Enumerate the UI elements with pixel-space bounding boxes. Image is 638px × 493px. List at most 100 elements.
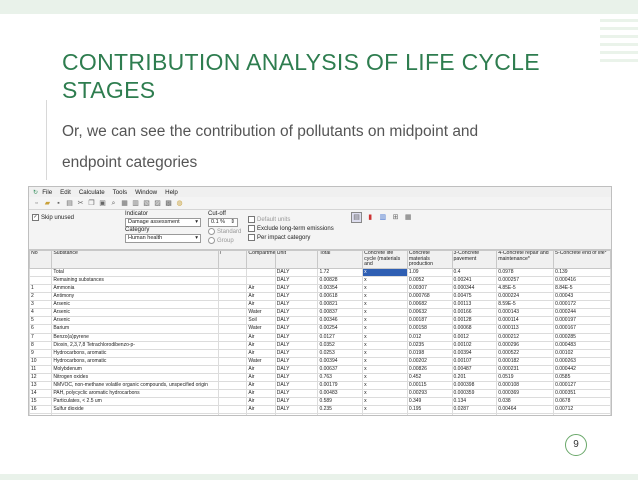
table-cell: 0.00618 <box>317 292 364 302</box>
col-header-materials-production[interactable]: Concrete materials production <box>406 250 453 269</box>
menu-help[interactable]: Help <box>165 188 178 196</box>
table-cell: 0.00951 <box>451 413 498 415</box>
settings-icon[interactable]: ◍ <box>176 199 183 207</box>
table-row[interactable]: 13 NMVOC, non-methane volatile organic co… <box>29 381 611 391</box>
compare-icon[interactable]: ▥ <box>132 199 139 207</box>
col-header-compartment[interactable]: Compartment <box>246 250 276 269</box>
table-cell: x <box>362 275 408 285</box>
table-cell: x <box>362 356 408 366</box>
table-cell <box>217 283 248 294</box>
table-row[interactable]: 7 Benzo(a)pyrene Air DALY 0.0127 x 0.012 0.0012… <box>29 332 611 342</box>
menu-window[interactable]: Window <box>135 188 158 196</box>
bar-chart-icon[interactable]: ▮ <box>368 214 373 221</box>
table-row[interactable]: Total DALY 1.72 x 1.09 0.4 0.0978 0.139 <box>29 267 611 277</box>
table-row[interactable]: 10 Hydrocarbons, aromatic Water DALY 0.00394… <box>29 356 611 366</box>
table-cell: x <box>362 332 408 342</box>
checkbox-icon <box>248 234 255 241</box>
table-row[interactable]: 16 Sulfur dioxide Air DALY 0.235 x 0.195 0.0287… <box>29 405 611 415</box>
slide-subtitle-line2: endpoint categories <box>62 154 198 171</box>
default-units-checkbox[interactable]: Default units <box>248 216 290 223</box>
col-header-unit[interactable]: Unit <box>274 250 319 269</box>
tree-icon[interactable]: ▩ <box>165 199 172 207</box>
cutoff-input[interactable]: 0.1 % ⇕ <box>208 218 238 227</box>
table-row[interactable]: 9 Hydrocarbons, aromatic Air DALY 0.0253 x 0.0… <box>29 348 611 358</box>
table-cell: Total <box>51 267 219 277</box>
table-cell: Antimony <box>51 292 219 302</box>
col-header-concrete-life-cycle[interactable]: Concrete life cycle (materials and <box>362 250 408 269</box>
table-cell: Air <box>246 332 276 342</box>
table-row[interactable]: 8 Dioxin, 2,3,7,8 Tetrachlorodibenzo-p- Ai… <box>29 340 611 350</box>
table-cell: 0.00179 <box>317 381 364 391</box>
table-cell: Dioxin, 2,3,7,8 Tetrachlorodibenzo-p- <box>51 340 219 350</box>
chart-icon[interactable]: ▧ <box>143 199 150 207</box>
menu-edit[interactable]: Edit <box>60 188 71 196</box>
per-impact-category-checkbox[interactable]: Per impact category <box>248 234 310 241</box>
table-row[interactable]: 5 Arsenic Soil DALY 0.00346 x 0.00187 0.00128 0.… <box>29 316 611 326</box>
print-icon[interactable]: ▤ <box>66 199 73 207</box>
table-cell <box>29 275 53 285</box>
table-cell: 11 <box>29 364 53 375</box>
table-cell: Benzo(a)pyrene <box>51 332 219 342</box>
table-cell: 0.000296 <box>496 340 555 350</box>
table-cell: DALY <box>274 340 319 350</box>
table-cell: 0.000143 <box>496 308 555 318</box>
table-cell: Air <box>246 340 276 350</box>
network-icon[interactable]: ▨ <box>154 199 161 207</box>
table-cell: 0.00158 <box>406 324 453 334</box>
col-header-substance[interactable]: Substance <box>51 250 219 269</box>
analysis-controls: ✓ Skip unused Indicator Damage assessment… <box>29 210 611 250</box>
table-cell: 0.00828 <box>317 275 364 285</box>
table-row[interactable]: 4 Arsenic Water DALY 0.00837 x 0.00632 0.00166 0… <box>29 308 611 318</box>
cut-icon[interactable]: ✂ <box>77 199 84 207</box>
indicator-select[interactable]: Damage assessment ▾ <box>125 218 201 227</box>
table-row[interactable]: 17ZincSoilDALY0.0131x0.002290.009510.000… <box>29 413 611 415</box>
paste-icon[interactable]: ▣ <box>99 199 106 207</box>
calculate-icon[interactable]: ▦ <box>121 199 128 207</box>
table-cell: Hydrocarbons, aromatic <box>51 356 219 366</box>
table-cell: x <box>362 340 408 350</box>
col-header-total[interactable]: Total <box>317 250 364 269</box>
table-cell: x <box>362 372 408 383</box>
save-icon[interactable]: ▪ <box>57 199 60 207</box>
table-row[interactable]: 2 Antimony Air DALY 0.00618 x 0.000768 0.00475 0… <box>29 292 611 302</box>
table-row[interactable]: 12 Nitrogen oxides Air DALY 0.763 x 0.452 0.201… <box>29 372 611 383</box>
table-cell: Air <box>246 389 276 399</box>
table-row[interactable]: 15 Particulates, < 2.5 um Air DALY 0.589 x 0.3… <box>29 397 611 407</box>
col-header-pavement[interactable]: 3-Concrete pavement <box>451 250 498 269</box>
menu-tools[interactable]: Tools <box>112 188 128 196</box>
table-cell: 13 <box>29 381 53 391</box>
export-icon[interactable]: ▦ <box>404 214 412 221</box>
table-row[interactable]: 14 PAH, polycyclic aromatic hydrocarbons A… <box>29 389 611 399</box>
table-row[interactable]: 11 Molybdenum Air DALY 0.00637 x 0.00826 0.0048… <box>29 364 611 375</box>
category-select[interactable]: Human health ▾ <box>125 234 201 243</box>
col-header-slash[interactable]: / <box>217 250 248 269</box>
table-row[interactable]: Remaining substances DALY 0.00828 x 0.0052 0.… <box>29 275 611 285</box>
table-row[interactable]: 3 Arsenic Air DALY 0.00821 x 0.00682 0.00113 8.5… <box>29 300 611 310</box>
menu-file[interactable]: File <box>42 188 53 196</box>
group-radio[interactable]: Group <box>208 237 234 244</box>
exclude-long-term-checkbox[interactable]: Exclude long-term emissions <box>248 225 334 232</box>
table-row[interactable]: 1 Ammonia Air DALY 0.00354 x 0.00307 0.000344 4.… <box>29 283 611 294</box>
menu-bar: ↻ File Edit Calculate Tools Window Help <box>29 187 611 197</box>
table-cell: 1 <box>29 283 53 294</box>
table-cell <box>217 348 248 358</box>
search-icon[interactable]: ⌕ <box>111 199 116 207</box>
copy-icon[interactable]: ❐ <box>88 199 95 207</box>
col-header-end-of-life[interactable]: 5-Concrete end of life* <box>553 250 611 269</box>
table-cell: 0.000359 <box>451 389 498 399</box>
table-row[interactable]: 6 Barium Water DALY 0.00254 x 0.00158 0.00068 0.… <box>29 324 611 334</box>
table-view-icon[interactable]: ▤ <box>351 212 362 223</box>
menu-calculate[interactable]: Calculate <box>78 188 105 196</box>
col-header-repair-maintenance[interactable]: 4-Concrete repair and maintenance* <box>496 250 555 269</box>
table-cell <box>217 372 248 383</box>
new-icon[interactable]: ▫ <box>35 199 38 207</box>
standard-radio[interactable]: Standard <box>208 228 241 235</box>
stacked-chart-icon[interactable]: ▥ <box>379 214 387 221</box>
open-icon[interactable]: ▰ <box>44 199 51 207</box>
table-cell: x <box>362 413 408 415</box>
table-cell: DALY <box>274 381 319 391</box>
skip-unused-checkbox[interactable]: ✓ Skip unused <box>32 214 74 221</box>
settings-view-icon[interactable]: ⊞ <box>392 214 399 221</box>
col-header-no[interactable]: No <box>29 250 53 269</box>
slide-title-line1: CONTRIBUTION ANALYSIS OF LIFE CYCLE <box>62 49 540 75</box>
